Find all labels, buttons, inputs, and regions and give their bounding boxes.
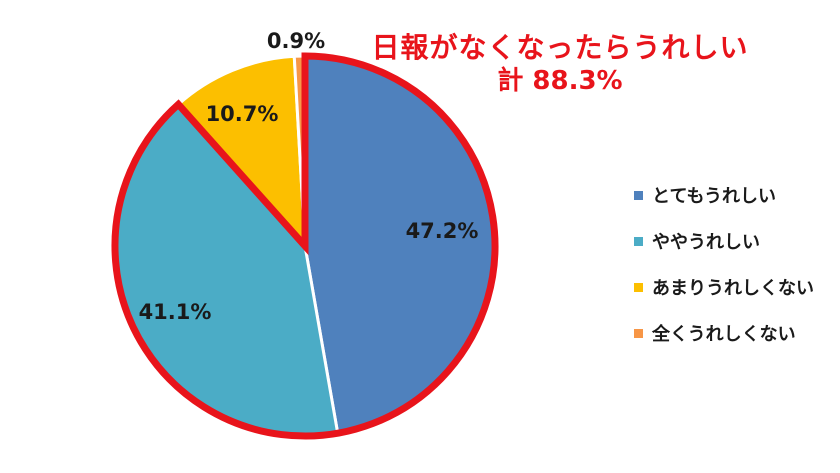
legend-item-2: あまりうれしくない [634,264,814,310]
legend-swatch-1 [634,236,643,246]
data-label-2: 10.7% [206,102,279,126]
legend-label-3: 全くうれしくない [652,324,796,345]
pie-slice-0 [303,54,497,435]
legend-swatch-2 [634,282,643,292]
chart-subtitle: 計 88.3% [497,66,623,96]
legend-swatch-3 [634,328,643,338]
legend-label-0: とてもうれしい [652,186,777,207]
data-label-0: 47.2% [406,219,479,243]
highlight-outline [111,52,499,440]
legend: とてもうれしい ややうれしい あまりうれしくない 全くうれしくない [634,172,814,356]
legend-item-0: とてもうれしい [634,172,814,218]
legend-label-2: あまりうれしくない [652,278,814,299]
legend-item-1: ややうれしい [634,218,814,264]
legend-item-3: 全くうれしくない [634,310,814,356]
legend-swatch-0 [634,190,643,200]
pie-slice-2 [176,54,307,248]
chart-title: 日報がなくなったらうれしい [371,31,749,64]
legend-label-1: ややうれしい [652,232,760,253]
data-label-3: 0.9% [267,29,325,53]
data-label-1: 41.1% [139,300,212,324]
